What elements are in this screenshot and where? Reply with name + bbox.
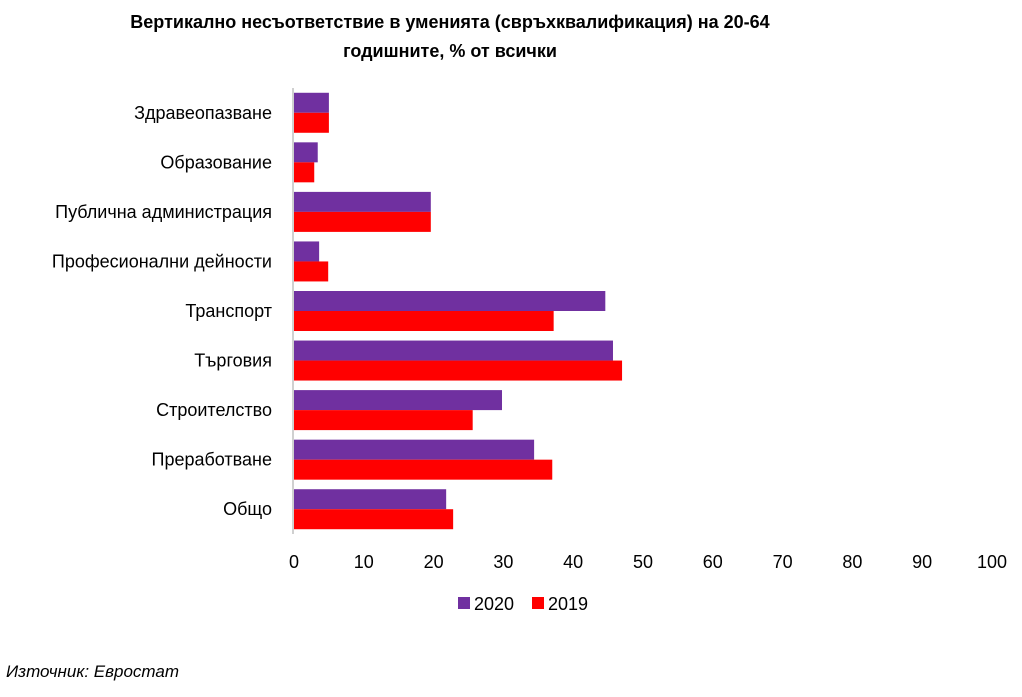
x-tick-label: 10 [354, 552, 374, 572]
x-tick-label: 100 [977, 552, 1007, 572]
category-label: Преработване [152, 450, 272, 470]
legend-swatch-2020 [458, 597, 470, 609]
category-label: Професионални дейности [52, 251, 272, 271]
bar-2020 [294, 340, 613, 361]
chart-title-line-1: Вертикално несъответствие в уменията (св… [130, 12, 770, 32]
x-tick-label: 70 [773, 552, 793, 572]
x-tick-label: 80 [842, 552, 862, 572]
x-tick-label: 0 [289, 552, 299, 572]
bar-2019 [294, 509, 454, 530]
source-note: Източник: Евростат [6, 662, 180, 681]
bar-2019 [294, 162, 315, 183]
category-label: Строителство [156, 400, 272, 420]
legend-swatch-2019 [532, 597, 544, 609]
bar-2019 [294, 261, 329, 282]
chart-title-line-2: годишните, % от всички [343, 41, 557, 61]
x-tick-label: 50 [633, 552, 653, 572]
bar-2019 [294, 112, 329, 133]
x-tick-label: 30 [493, 552, 513, 572]
bar-2020 [294, 142, 318, 163]
category-label: Здравеопазване [134, 103, 272, 123]
bar-2020 [294, 291, 606, 311]
category-label: Транспорт [185, 301, 272, 321]
bar-2019 [294, 211, 431, 232]
category-label: Публична администрация [55, 202, 272, 222]
bar-2020 [294, 92, 329, 113]
bar-2020 [294, 191, 431, 212]
category-label: Образование [160, 152, 272, 172]
x-tick-label: 20 [424, 552, 444, 572]
bar-2019 [294, 410, 473, 431]
category-label: Търговия [194, 351, 272, 371]
bar-2020 [294, 390, 503, 411]
legend-label-2019: 2019 [548, 594, 588, 614]
x-tick-label: 60 [703, 552, 723, 572]
legend-label-2020: 2020 [474, 594, 514, 614]
x-tick-label: 40 [563, 552, 583, 572]
bar-2020 [294, 439, 535, 460]
x-tick-label: 90 [912, 552, 932, 572]
bar-2019 [294, 459, 553, 480]
bar-2020 [294, 489, 447, 510]
bar-2019 [294, 360, 623, 381]
bar-2020 [294, 241, 320, 262]
chart-title: Вертикално несъответствие в уменията (св… [100, 8, 800, 66]
bar-2019 [294, 311, 554, 331]
category-label: Общо [223, 499, 272, 519]
